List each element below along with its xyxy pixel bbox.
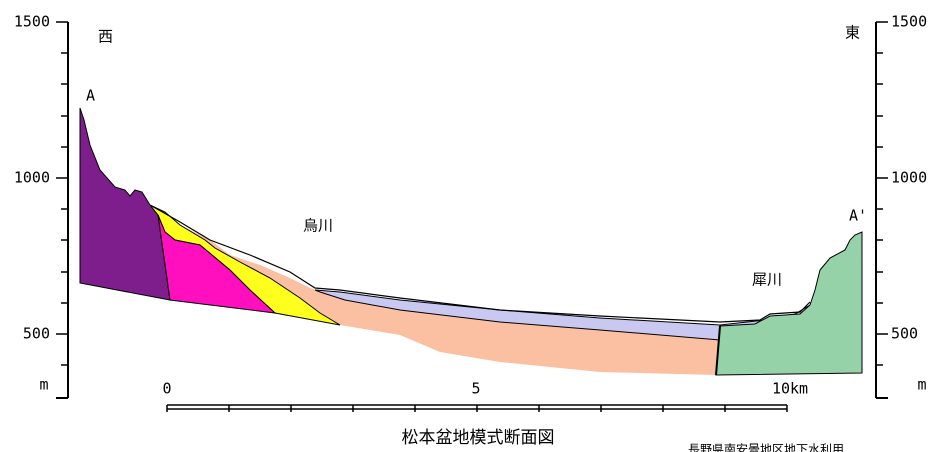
- y-tick-label: 1500: [14, 13, 50, 31]
- scale-label: 10km: [772, 380, 808, 398]
- axis-unit: m: [917, 376, 926, 394]
- point-label: A: [86, 87, 95, 105]
- direction-label: 東: [845, 24, 860, 42]
- layer-green: [716, 232, 862, 375]
- axis-unit: m: [39, 376, 48, 394]
- direction-label: 西: [98, 28, 113, 46]
- scale-label: 5: [471, 380, 480, 398]
- title: 松本盆地模式断面図: [402, 428, 555, 448]
- scale-label: 0: [162, 380, 171, 398]
- y-tick-label: 1500: [891, 13, 927, 31]
- cross-section: 1500 1000 500 m 1500 1000 500 m 0 5 10km…: [0, 0, 939, 452]
- y-tick-label: 1000: [14, 169, 50, 187]
- y-tick-label: 500: [891, 325, 918, 343]
- left-axis: [56, 22, 68, 398]
- right-axis: [876, 22, 888, 398]
- scale-bar: [167, 405, 787, 412]
- point-label: A': [849, 207, 867, 225]
- footer: 長野県南安曇地区地下水利用: [688, 442, 844, 452]
- river-label: 烏川: [303, 217, 333, 235]
- y-tick-label: 1000: [891, 169, 927, 187]
- layer-purple: [80, 108, 170, 300]
- y-tick-label: 500: [23, 325, 50, 343]
- river-label: 犀川: [752, 271, 782, 289]
